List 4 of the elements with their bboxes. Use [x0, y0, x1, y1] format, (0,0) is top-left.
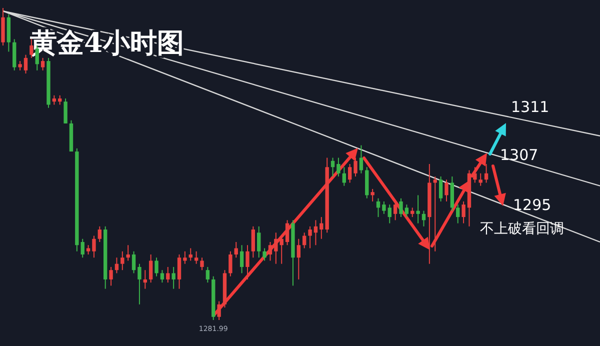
- annotation: 1311: [511, 98, 550, 116]
- annotation: 1295: [513, 196, 552, 214]
- annotation: 1307: [500, 146, 538, 164]
- annotation: 不上破看回调: [480, 221, 564, 237]
